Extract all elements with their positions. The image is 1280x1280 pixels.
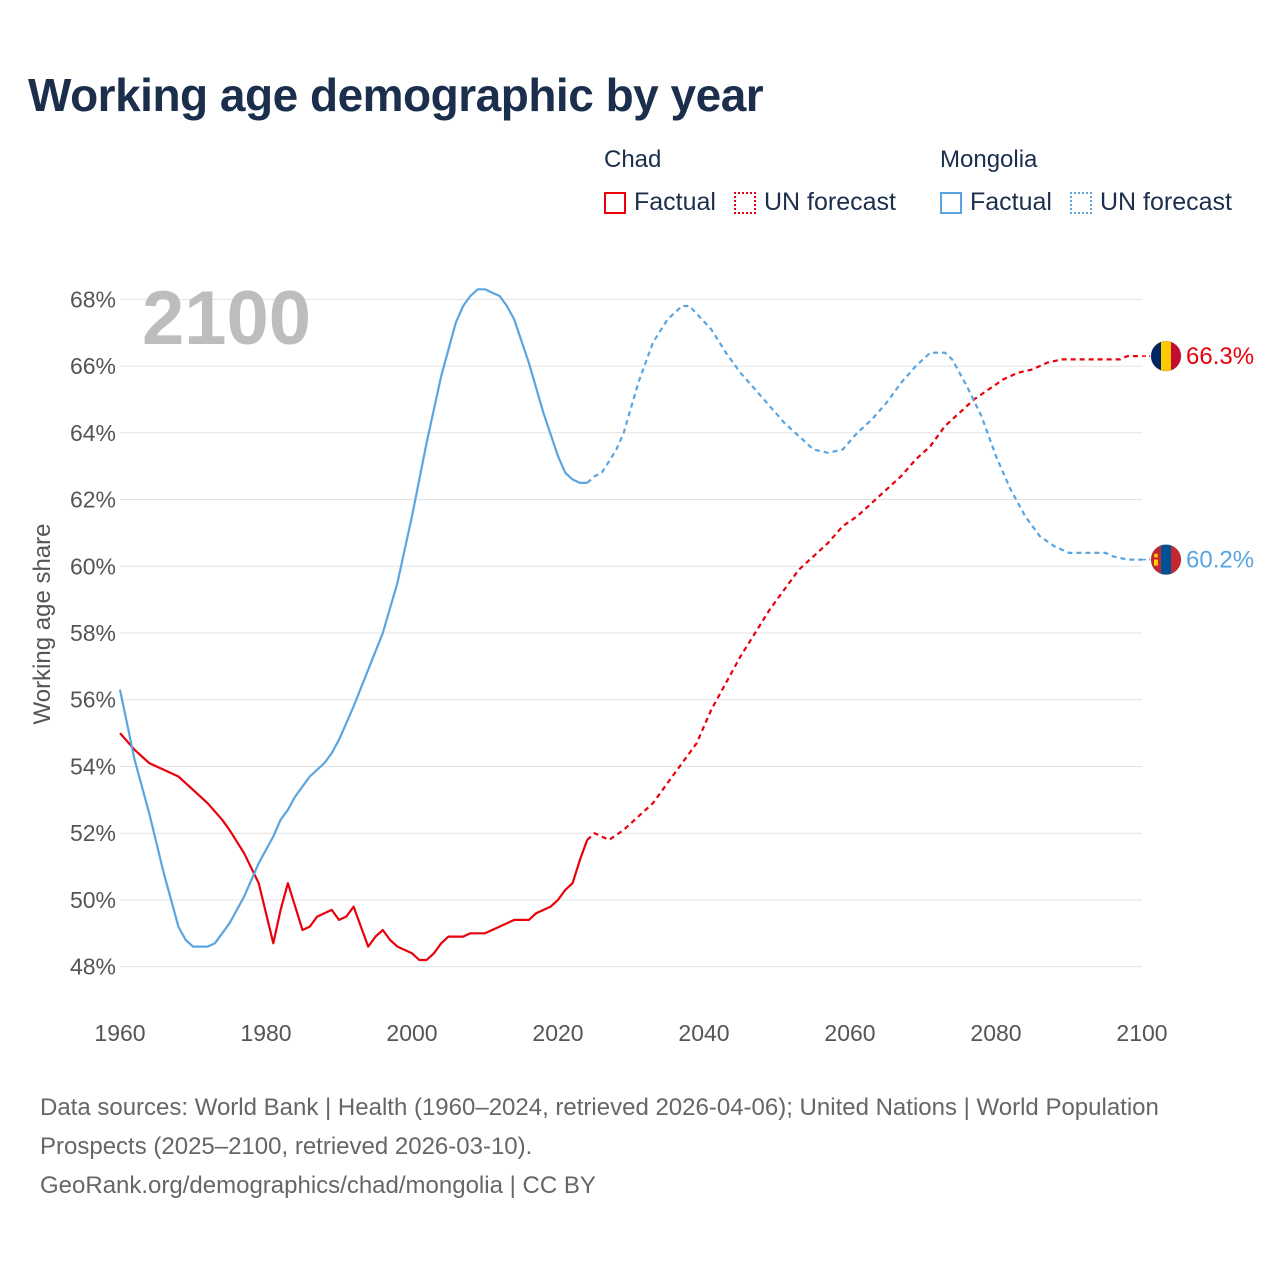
x-tick-label: 1980 xyxy=(240,1020,291,1046)
year-overlay: 2100 xyxy=(142,276,311,361)
y-tick-label: 60% xyxy=(70,553,116,579)
legend-group-mongolia: Mongolia Factual UN forecast xyxy=(940,146,1250,217)
y-tick-label: 54% xyxy=(70,753,116,779)
legend-swatch-chad-factual[interactable] xyxy=(604,191,626,214)
legend-swatch-mongolia-forecast[interactable] xyxy=(1069,191,1092,214)
legend-label-mongolia-forecast: UN forecast xyxy=(1099,188,1232,216)
legend-swatch-chad-forecast[interactable] xyxy=(733,191,756,214)
x-tick-label: 2020 xyxy=(532,1020,583,1046)
footer: Data sources: World Bank | Health (1960–… xyxy=(40,1088,1240,1205)
credit-text: GeoRank.org/demographics/chad/mongolia |… xyxy=(40,1172,596,1199)
series-line-mongolia-forecast[interactable] xyxy=(586,304,1142,561)
data-sources-text: Data sources: World Bank | Health (1960–… xyxy=(40,1094,1159,1160)
legend-group-chad: Chad Factual UN forecast xyxy=(604,146,914,217)
legend-group-name: Mongolia xyxy=(940,146,1038,173)
legend-swatch-mongolia-factual[interactable] xyxy=(940,191,962,214)
legend-label-chad-forecast: UN forecast xyxy=(763,188,896,216)
y-tick-label: 68% xyxy=(70,286,116,312)
end-value-label-chad: 66.3% xyxy=(1186,343,1254,370)
line-chart: 2100 48% 50% 52% 54% 56% 58% 60% 62% 64% 66% 68% 1… xyxy=(29,276,1254,1046)
y-tick-label: 64% xyxy=(70,420,116,446)
x-tick-label: 2040 xyxy=(678,1020,729,1046)
series-line-mongolia-factual[interactable] xyxy=(118,288,588,948)
y-axis-label: Working age share xyxy=(29,524,56,725)
end-markers: 66.3% 60.2% xyxy=(1142,340,1254,576)
legend-label-mongolia-factual: Factual xyxy=(970,188,1052,216)
end-value-label-mongolia: 60.2% xyxy=(1186,547,1254,574)
y-tick-label: 58% xyxy=(70,620,116,646)
legend-group-name: Chad xyxy=(604,146,662,173)
x-tick-label: 2060 xyxy=(824,1020,875,1046)
y-tick-label: 48% xyxy=(70,954,116,980)
series-line-chad-forecast[interactable] xyxy=(586,355,1142,842)
x-tick-label: 1960 xyxy=(94,1020,145,1046)
grid-lines xyxy=(120,298,1142,968)
x-axis-ticks: 1960 1980 2000 2020 2040 2060 2080 2100 xyxy=(94,1020,1167,1046)
y-tick-label: 66% xyxy=(70,353,116,379)
flag-mongolia-icon xyxy=(1150,544,1182,576)
flag-chad-icon xyxy=(1150,340,1182,372)
legend-label-chad-factual: Factual xyxy=(634,188,716,216)
y-tick-label: 52% xyxy=(70,820,116,846)
chart-title: Working age demographic by year xyxy=(28,69,764,121)
y-tick-label: 62% xyxy=(70,487,116,513)
x-tick-label: 2080 xyxy=(970,1020,1021,1046)
series-line-chad-factual[interactable] xyxy=(119,732,589,962)
x-tick-label: 2000 xyxy=(386,1020,437,1046)
y-tick-label: 50% xyxy=(70,887,116,913)
series-lines xyxy=(118,288,1142,962)
y-tick-label: 56% xyxy=(70,687,116,713)
x-tick-label: 2100 xyxy=(1116,1020,1167,1046)
y-axis-ticks: 48% 50% 52% 54% 56% 58% 60% 62% 64% 66% 68% xyxy=(70,286,116,979)
